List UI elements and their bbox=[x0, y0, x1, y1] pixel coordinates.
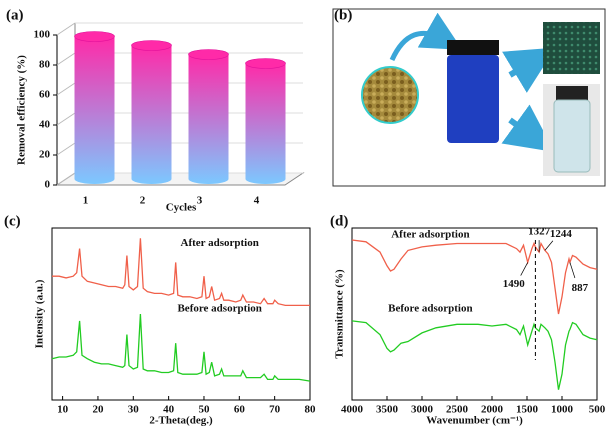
grid-line bbox=[56, 142, 76, 156]
x-tick-label: 1000 bbox=[551, 404, 574, 416]
x-tick-label: 70 bbox=[269, 404, 281, 416]
x-tick-label: 2500 bbox=[446, 404, 469, 416]
annotation-pointer bbox=[520, 262, 529, 276]
x-tick-label: 30 bbox=[128, 404, 140, 416]
filtered-photo bbox=[543, 22, 600, 74]
bar bbox=[131, 45, 172, 184]
clear-vial bbox=[553, 99, 591, 173]
annotation: 1490 bbox=[503, 278, 526, 290]
x-tick-label: 50 bbox=[198, 404, 210, 416]
x-axis-title: Cycles bbox=[166, 202, 197, 214]
bar-top bbox=[74, 31, 115, 42]
x-tick-label: 3 bbox=[197, 195, 203, 207]
y-tick-label: 80 bbox=[39, 59, 51, 71]
annotation: 887 bbox=[572, 282, 589, 294]
bar bbox=[245, 63, 286, 184]
x-tick-label: 1500 bbox=[516, 404, 539, 416]
x-tick-label: 2000 bbox=[481, 404, 504, 416]
annotation-pointer bbox=[569, 262, 576, 279]
series-label: Before adsorption bbox=[177, 302, 261, 314]
bar-top bbox=[131, 40, 172, 51]
y-tick-label: 100 bbox=[34, 29, 51, 41]
vial-cap bbox=[556, 86, 588, 100]
panel-label: (c) bbox=[4, 213, 21, 229]
series-label: After adsorption bbox=[391, 229, 469, 241]
x-tick-label: 4 bbox=[254, 195, 260, 207]
x-tick-label: 3000 bbox=[411, 404, 434, 416]
x-tick-label: 2 bbox=[140, 195, 146, 207]
grid-line bbox=[56, 82, 76, 96]
y-tick-label: 40 bbox=[39, 119, 51, 131]
x-tick-label: 4000 bbox=[341, 404, 364, 416]
y-axis-title: Transmittance (%) bbox=[334, 269, 346, 359]
bar-top bbox=[245, 58, 286, 69]
bar bbox=[188, 54, 229, 184]
x-tick-label: 80 bbox=[305, 404, 317, 416]
series-line bbox=[351, 239, 598, 315]
x-tick-label: 3500 bbox=[376, 404, 399, 416]
series-line bbox=[51, 313, 311, 382]
plot-frame bbox=[351, 227, 598, 401]
panel-label: (b) bbox=[334, 7, 352, 23]
x-tick-label: 1 bbox=[83, 195, 89, 207]
series-line bbox=[351, 320, 598, 390]
series-label: After adsorption bbox=[181, 237, 259, 249]
arrow bbox=[501, 104, 555, 153]
y-tick-label: 60 bbox=[39, 89, 51, 101]
blue-vial bbox=[447, 55, 499, 143]
photo-panel bbox=[332, 8, 606, 187]
x-tick-label: 20 bbox=[92, 404, 104, 416]
arrow bbox=[502, 47, 556, 93]
series-label: Before adsorption bbox=[388, 302, 472, 314]
panel-label: (d) bbox=[330, 213, 348, 229]
grid-line bbox=[56, 52, 76, 66]
x-tick-label: 10 bbox=[57, 404, 69, 416]
panel-label: (a) bbox=[6, 7, 24, 23]
x-tick-label: 60 bbox=[234, 404, 246, 416]
annotation-pointer bbox=[544, 240, 554, 251]
adsorbent-photo bbox=[361, 66, 419, 124]
grid-line bbox=[56, 172, 76, 186]
panel-border bbox=[332, 8, 606, 187]
bar-top bbox=[188, 49, 229, 60]
grid-line bbox=[56, 112, 76, 126]
x-tick-label: 500 bbox=[589, 404, 606, 416]
y-axis-title: Intensity (a.u.) bbox=[34, 279, 46, 348]
x-axis-title: 2-Theta(deg.) bbox=[149, 415, 213, 427]
annotation: 1327 bbox=[528, 226, 551, 238]
x-axis-title: Wavenumber (cm⁻¹) bbox=[426, 415, 523, 427]
bar bbox=[74, 36, 115, 184]
series-line bbox=[52, 238, 310, 307]
y-tick-label: 0 bbox=[45, 179, 51, 191]
plot-frame bbox=[51, 227, 311, 401]
y-tick-label: 20 bbox=[39, 149, 51, 161]
grid-line bbox=[56, 22, 76, 36]
arrow bbox=[389, 12, 463, 62]
annotation: 1244 bbox=[550, 228, 573, 240]
x-tick-label: 40 bbox=[163, 404, 175, 416]
vial-cap bbox=[447, 40, 499, 55]
y-axis-title: Removal efficiency (%) bbox=[16, 55, 28, 165]
